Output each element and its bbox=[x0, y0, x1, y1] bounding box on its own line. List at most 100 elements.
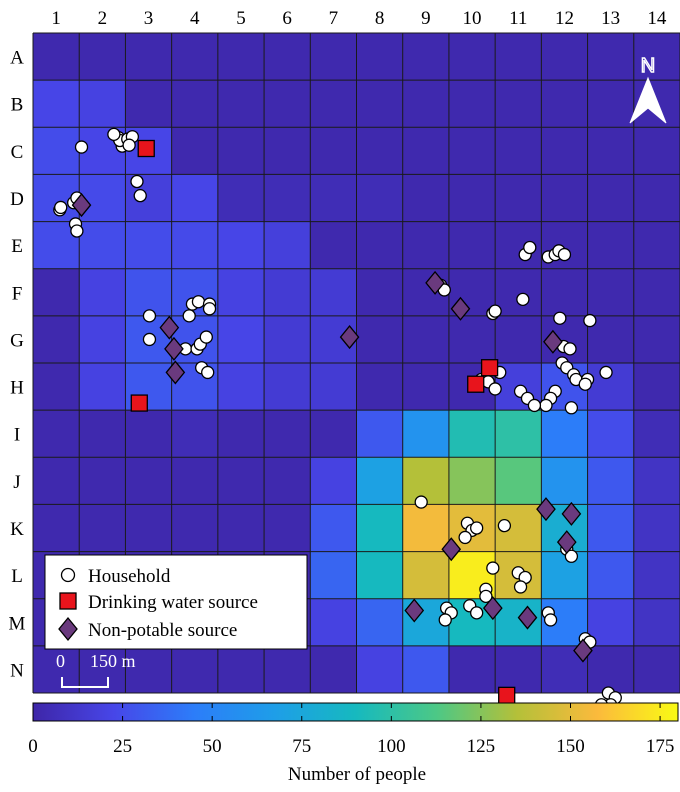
grid-cell-H14 bbox=[633, 363, 680, 411]
grid-cell-K4 bbox=[171, 504, 219, 553]
household-marker bbox=[142, 309, 157, 323]
grid-cell-C14 bbox=[633, 127, 680, 175]
grid-cell-M7 bbox=[310, 598, 357, 647]
household-marker bbox=[191, 295, 206, 309]
grid-cell-E7 bbox=[310, 221, 357, 270]
grid-cell-H6 bbox=[264, 363, 311, 411]
colorbar-label: Number of people bbox=[288, 764, 426, 785]
colorbar-tick-label: 0 bbox=[28, 736, 38, 757]
grid-cell-J6 bbox=[264, 457, 311, 505]
drinking-source-marker bbox=[137, 139, 155, 158]
grid-cell-H7 bbox=[310, 363, 357, 411]
grid-cell-A12 bbox=[541, 33, 589, 81]
grid-cell-J1 bbox=[33, 457, 80, 505]
column-label-9: 9 bbox=[421, 8, 431, 29]
grid-cell-A10 bbox=[448, 33, 496, 81]
scale-bar-line bbox=[61, 677, 109, 688]
row-label-N: N bbox=[10, 660, 24, 681]
grid-cell-E14 bbox=[633, 221, 680, 270]
grid-cell-B7 bbox=[310, 80, 357, 128]
grid-cell-I12 bbox=[541, 410, 589, 458]
grid-cell-M14 bbox=[633, 598, 680, 647]
row-label-M: M bbox=[9, 613, 26, 634]
nonpotable-source-marker bbox=[482, 596, 503, 621]
household-marker bbox=[107, 127, 121, 142]
grid-cell-B5 bbox=[217, 80, 265, 128]
legend-box: Household Drinking water source Non-pota… bbox=[44, 554, 308, 650]
grid-cell-E4 bbox=[171, 221, 219, 270]
household-marker bbox=[486, 561, 500, 575]
colorbar-tick-label: 175 bbox=[646, 736, 675, 757]
grid-cell-G2 bbox=[79, 315, 126, 364]
grid-cell-C6 bbox=[264, 127, 311, 175]
household-marker bbox=[523, 240, 537, 255]
grid-cell-D10 bbox=[448, 174, 496, 223]
grid-cell-D9 bbox=[402, 174, 450, 223]
grid-cell-C10 bbox=[448, 127, 496, 175]
column-label-12: 12 bbox=[555, 8, 574, 29]
column-label-8: 8 bbox=[375, 8, 385, 29]
grid-cell-J3 bbox=[125, 457, 173, 505]
grid-cell-E2 bbox=[79, 221, 126, 270]
legend-drinking-label: Drinking water source bbox=[88, 592, 258, 613]
grid-cell-B3 bbox=[125, 80, 173, 128]
grid-cell-E3 bbox=[125, 221, 173, 270]
nonpotable-source-marker bbox=[339, 325, 360, 350]
grid-cell-A5 bbox=[217, 33, 265, 81]
grid-cell-L13 bbox=[587, 551, 635, 600]
grid-cell-B9 bbox=[402, 80, 450, 128]
grid-cell-G9 bbox=[402, 315, 450, 364]
legend-household-icon bbox=[60, 567, 76, 583]
drinking-source-marker bbox=[480, 359, 499, 377]
grid-cell-J5 bbox=[217, 457, 265, 505]
grid-cell-D6 bbox=[264, 174, 311, 223]
grid-cell-L7 bbox=[310, 551, 357, 600]
grid-cell-N11 bbox=[495, 645, 542, 694]
grid-cell-F8 bbox=[356, 268, 404, 317]
grid-cell-J7 bbox=[310, 457, 357, 505]
grid-cell-A7 bbox=[310, 33, 357, 81]
grid-cell-E10 bbox=[448, 221, 496, 270]
nonpotable-source-marker bbox=[441, 537, 462, 562]
column-label-5: 5 bbox=[236, 8, 246, 29]
grid-cell-B1 bbox=[33, 80, 80, 128]
household-marker bbox=[74, 140, 89, 154]
grid-cell-L14 bbox=[633, 551, 680, 600]
grid-cell-G5 bbox=[217, 315, 265, 364]
colorbar-tick-label: 25 bbox=[113, 736, 132, 757]
grid-cell-N3 bbox=[125, 645, 173, 694]
grid-cell-C1 bbox=[33, 127, 80, 175]
column-label-7: 7 bbox=[329, 8, 339, 29]
nonpotable-source-marker bbox=[450, 296, 471, 321]
column-label-14: 14 bbox=[647, 8, 667, 29]
nonpotable-source-marker bbox=[165, 360, 186, 385]
household-marker bbox=[553, 311, 567, 325]
grid-cell-C13 bbox=[587, 127, 635, 175]
grid-cell-N1 bbox=[33, 645, 80, 694]
household-marker bbox=[142, 332, 157, 347]
legend-household-label: Household bbox=[88, 566, 171, 587]
grid-cell-A8 bbox=[356, 33, 404, 81]
colorbar-tick-label: 125 bbox=[467, 736, 496, 757]
grid-cell-B2 bbox=[79, 80, 126, 128]
grid-cell-I13 bbox=[587, 410, 635, 458]
grid-cell-F11 bbox=[495, 268, 542, 317]
grid-cell-C4 bbox=[171, 127, 219, 175]
grid-cell-L12 bbox=[541, 551, 589, 600]
grid-cell-H9 bbox=[402, 363, 450, 411]
grid-cell-E13 bbox=[587, 221, 635, 270]
column-label-3: 3 bbox=[144, 8, 154, 29]
column-label-1: 1 bbox=[51, 8, 61, 29]
grid-cell-B8 bbox=[356, 80, 404, 128]
household-marker bbox=[133, 188, 147, 203]
grid-cell-H5 bbox=[217, 363, 265, 411]
grid-cell-D14 bbox=[633, 174, 680, 223]
grid-cell-E9 bbox=[402, 221, 450, 270]
household-marker bbox=[458, 530, 472, 545]
grid-cell-I8 bbox=[356, 410, 404, 458]
grid-cell-D11 bbox=[495, 174, 542, 223]
column-label-4: 4 bbox=[190, 8, 200, 29]
grid-cell-K2 bbox=[79, 504, 126, 553]
row-labels: A B C D E F G H I J K L M N bbox=[9, 48, 26, 682]
grid-cell-N6 bbox=[264, 645, 311, 694]
